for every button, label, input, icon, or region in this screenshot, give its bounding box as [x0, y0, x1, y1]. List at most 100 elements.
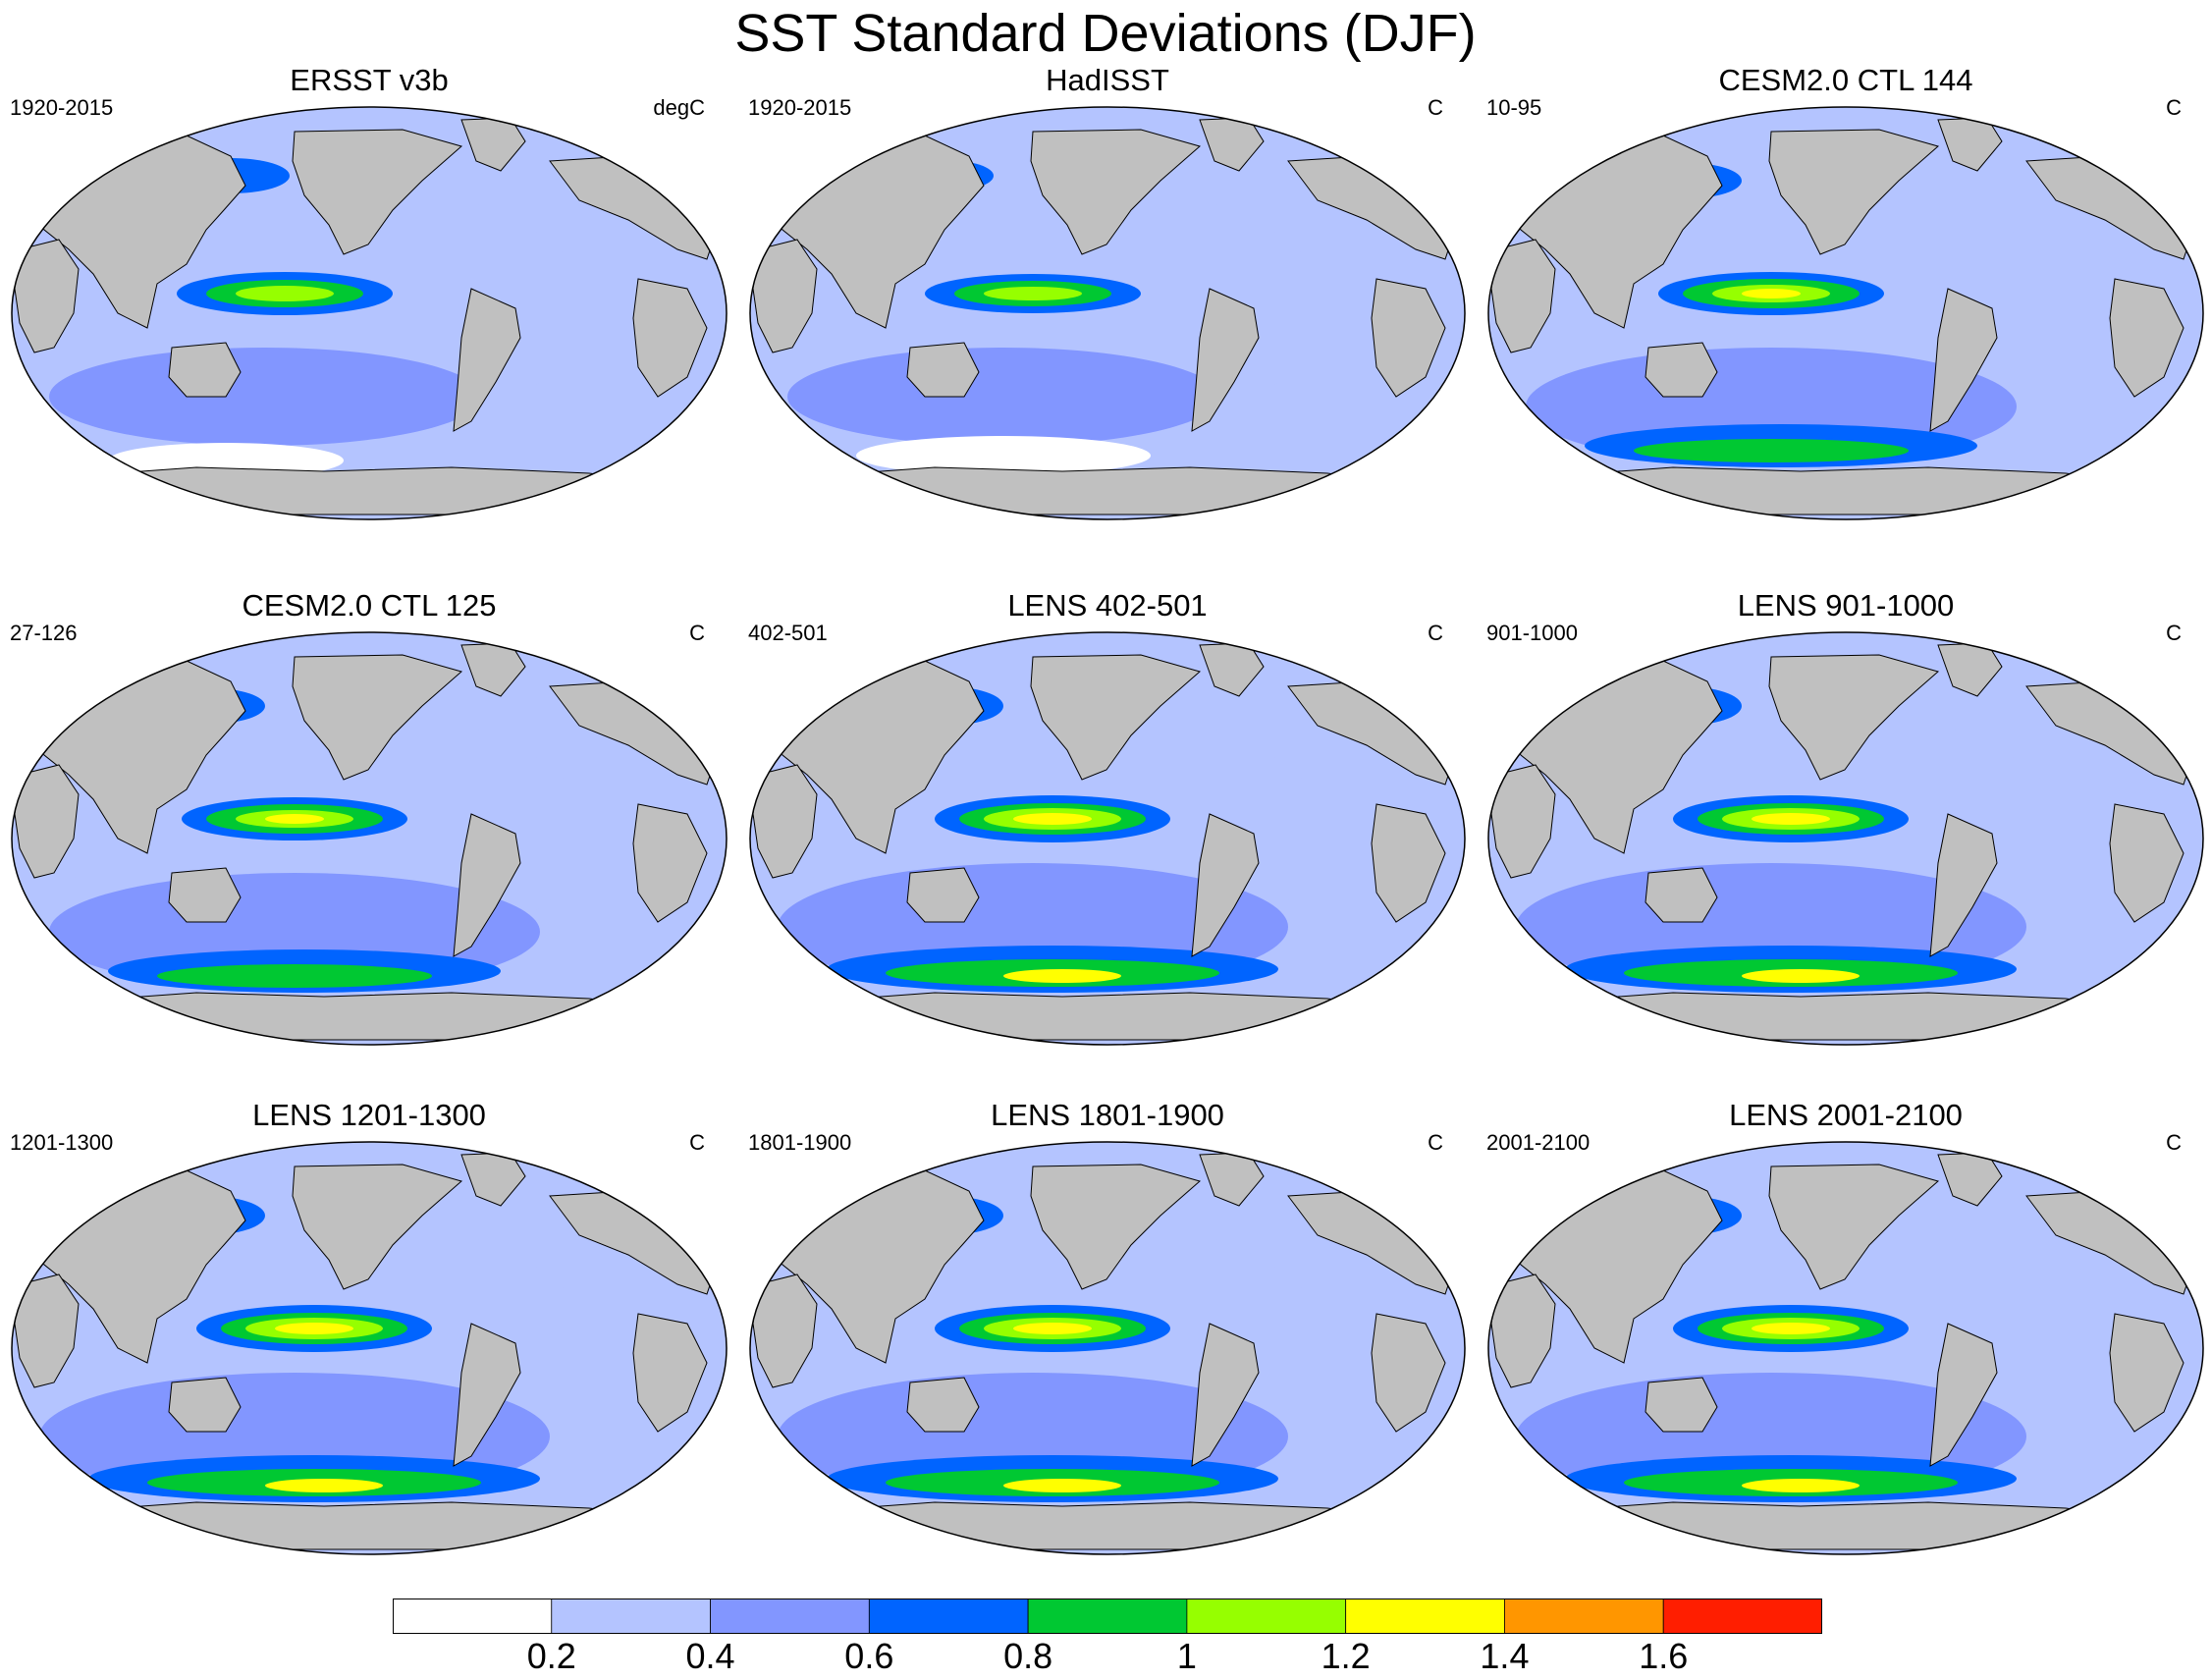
- north-america-landmass: [292, 654, 463, 781]
- north-america-landmass: [1030, 654, 1202, 781]
- africa-east-landmass: [632, 278, 708, 398]
- circumpolar-peak: [1003, 1479, 1121, 1492]
- africa-east-landmass: [2109, 278, 2184, 398]
- antarctica-landmass: [87, 466, 678, 515]
- panel-units: C: [1428, 621, 1443, 645]
- map-border: [749, 631, 1466, 1046]
- panel-title: LENS 1801-1900: [991, 1098, 1224, 1132]
- colorbar-segment: [1504, 1599, 1664, 1634]
- panel-units: C: [2166, 1130, 2182, 1155]
- panel-title: LENS 1201-1300: [252, 1098, 486, 1132]
- north-america-landmass: [292, 129, 463, 255]
- panel-units: C: [2166, 95, 2182, 120]
- world-map: [749, 1141, 1466, 1555]
- antarctica-landmass: [87, 1501, 678, 1550]
- north-america-landmass: [1030, 129, 1202, 255]
- north-america-landmass: [1768, 1164, 1940, 1290]
- circumpolar-peak: [265, 1479, 383, 1492]
- world-map: [11, 631, 728, 1046]
- panel-period: 10-95: [1486, 95, 1542, 120]
- map-panel: LENS 1201-1300 1201-1300 C: [0, 1096, 738, 1606]
- nino-max: [265, 814, 324, 824]
- antarctica-landmass: [87, 992, 678, 1041]
- colorbar-tick-label: 1: [1176, 1636, 1197, 1676]
- map-border: [749, 106, 1466, 520]
- panel-title: CESM2.0 CTL 125: [242, 588, 497, 623]
- panel-title: LENS 2001-2100: [1729, 1098, 1963, 1132]
- colorbar-tick-label: 0.2: [526, 1636, 576, 1676]
- circumpolar-core: [1634, 439, 1909, 462]
- map-border: [1487, 106, 2204, 520]
- world-map: [1487, 1141, 2204, 1555]
- panel-units: C: [2166, 621, 2182, 645]
- colorbar-frame: [393, 1599, 1822, 1634]
- nino-max: [1742, 289, 1801, 298]
- colorbar-segment: [710, 1599, 870, 1634]
- australia-landmass: [168, 867, 242, 923]
- africa-landmass: [14, 1274, 80, 1388]
- map-panel: HadISST 1920-2015 C: [738, 61, 1477, 571]
- map-panel: LENS 901-1000 901-1000 C: [1477, 586, 2211, 1097]
- map-border: [11, 1141, 728, 1555]
- colorbar-segment: [393, 1599, 553, 1634]
- north-america-landmass: [1768, 654, 1940, 781]
- map-border: [749, 1141, 1466, 1555]
- map-panel: CESM2.0 CTL 125 27-126 C: [0, 586, 738, 1097]
- circumpolar-peak: [1742, 1479, 1860, 1492]
- panel-units: C: [689, 1130, 705, 1155]
- map-panel: LENS 2001-2100 2001-2100 C: [1477, 1096, 2211, 1606]
- colorbar-segment: [1186, 1599, 1347, 1634]
- map-border: [11, 631, 728, 1046]
- africa-east-landmass: [2109, 1313, 2184, 1433]
- colorbar-segment: [868, 1599, 1029, 1634]
- panel-title: LENS 901-1000: [1737, 588, 1955, 623]
- australia-landmass: [906, 867, 980, 923]
- australia-landmass: [168, 342, 242, 398]
- colorbar-segment: [1662, 1599, 1822, 1634]
- panel-period: 1201-1300: [10, 1130, 114, 1155]
- antarctica-landmass: [1564, 1501, 2155, 1550]
- africa-landmass: [752, 239, 818, 353]
- panel-period: 1920-2015: [748, 95, 852, 120]
- south-america-landmass: [1191, 1323, 1260, 1467]
- southern-ocean-band: [49, 348, 481, 446]
- colorbar: [393, 1599, 1822, 1634]
- colorbar-tick-label: 1.6: [1639, 1636, 1689, 1676]
- africa-landmass: [752, 764, 818, 879]
- africa-east-landmass: [632, 1313, 708, 1433]
- nino-max: [1752, 1323, 1830, 1334]
- antarctica-landmass: [826, 1501, 1417, 1550]
- australia-landmass: [906, 1377, 980, 1433]
- colorbar-tick-label: 0.4: [685, 1636, 735, 1676]
- australia-landmass: [1645, 867, 1718, 923]
- colorbar-segment: [551, 1599, 711, 1634]
- south-america-landmass: [1929, 288, 1998, 432]
- panel-period: 2001-2100: [1486, 1130, 1591, 1155]
- africa-east-landmass: [1371, 1313, 1446, 1433]
- south-america-landmass: [453, 288, 521, 432]
- world-map: [11, 1141, 728, 1555]
- southern-ocean-band: [787, 348, 1219, 446]
- africa-landmass: [1490, 239, 1556, 353]
- australia-landmass: [906, 342, 980, 398]
- nino-max: [275, 1323, 353, 1334]
- colorbar-segment: [1027, 1599, 1188, 1634]
- panel-period: 1920-2015: [10, 95, 114, 120]
- map-border: [1487, 631, 2204, 1046]
- north-america-landmass: [1768, 129, 1940, 255]
- africa-landmass: [1490, 764, 1556, 879]
- world-map: [1487, 106, 2204, 520]
- world-map: [11, 106, 728, 520]
- colorbar-tick-label: 0.8: [1003, 1636, 1053, 1676]
- panel-period: 901-1000: [1486, 621, 1578, 645]
- world-map: [1487, 631, 2204, 1046]
- south-america-landmass: [1929, 1323, 1998, 1467]
- map-panel: LENS 1801-1900 1801-1900 C: [738, 1096, 1477, 1606]
- australia-landmass: [1645, 342, 1718, 398]
- nino-peak: [984, 287, 1082, 300]
- africa-east-landmass: [1371, 803, 1446, 923]
- panel-period: 27-126: [10, 621, 78, 645]
- south-america-landmass: [1191, 813, 1260, 957]
- circumpolar-peak: [1003, 969, 1121, 983]
- colorbar-labels: 0.2 0.4 0.6 0.8 1 1.2 1.4 1.6: [0, 1636, 2211, 1679]
